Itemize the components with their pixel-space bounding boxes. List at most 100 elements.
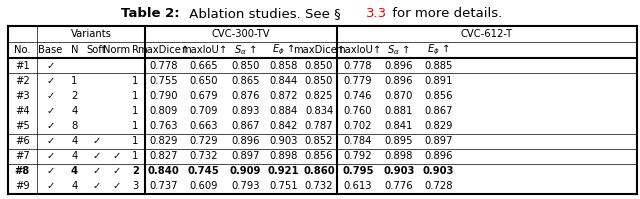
Text: 0.834: 0.834 <box>305 106 333 116</box>
Text: 1: 1 <box>132 91 138 101</box>
Text: 0.903: 0.903 <box>269 136 298 146</box>
Text: 0.865: 0.865 <box>231 76 260 86</box>
Text: 4: 4 <box>72 136 77 146</box>
Text: ✓: ✓ <box>46 121 55 131</box>
Text: 0.776: 0.776 <box>385 181 413 191</box>
Text: Norm: Norm <box>103 45 131 55</box>
Text: ✓: ✓ <box>92 151 100 161</box>
Text: Base: Base <box>38 45 63 55</box>
Text: 0.784: 0.784 <box>344 136 372 146</box>
Text: 0.665: 0.665 <box>189 60 218 71</box>
Text: 1: 1 <box>132 151 138 161</box>
Text: 0.896: 0.896 <box>424 151 452 161</box>
Text: maxDice↑: maxDice↑ <box>293 45 345 55</box>
Text: maxIoU↑: maxIoU↑ <box>335 45 381 55</box>
Text: 0.840: 0.840 <box>148 166 179 176</box>
Text: $E_{\phi}$ ↑: $E_{\phi}$ ↑ <box>427 43 450 57</box>
Text: 0.778: 0.778 <box>149 60 178 71</box>
Text: #6: #6 <box>15 136 30 146</box>
Text: #7: #7 <box>15 151 30 161</box>
Text: 0.885: 0.885 <box>424 60 452 71</box>
Text: ✓: ✓ <box>92 166 100 176</box>
Text: 3: 3 <box>132 181 138 191</box>
Text: ✓: ✓ <box>46 60 55 71</box>
Text: 0.609: 0.609 <box>189 181 218 191</box>
Text: Ablation studies. See §: Ablation studies. See § <box>185 7 345 20</box>
Text: 0.895: 0.895 <box>385 136 413 146</box>
Text: 0.858: 0.858 <box>269 60 298 71</box>
Text: 1: 1 <box>72 76 77 86</box>
Text: ✓: ✓ <box>46 151 55 161</box>
Text: 0.896: 0.896 <box>385 76 413 86</box>
Text: $S_{\alpha}$ ↑: $S_{\alpha}$ ↑ <box>387 43 410 57</box>
Text: 0.790: 0.790 <box>149 91 178 101</box>
Text: 0.751: 0.751 <box>269 181 298 191</box>
Text: 0.850: 0.850 <box>305 60 333 71</box>
Text: 0.872: 0.872 <box>269 91 298 101</box>
Text: 1: 1 <box>132 121 138 131</box>
Text: N: N <box>71 45 78 55</box>
Text: #5: #5 <box>15 121 30 131</box>
Text: $E_{\phi}$ ↑: $E_{\phi}$ ↑ <box>272 43 294 57</box>
Text: 0.829: 0.829 <box>424 121 452 131</box>
Text: Table 2:: Table 2: <box>122 7 180 20</box>
Text: 0.755: 0.755 <box>149 76 178 86</box>
Text: 4: 4 <box>71 166 78 176</box>
Text: 0.850: 0.850 <box>305 76 333 86</box>
Text: 1: 1 <box>132 76 138 86</box>
Text: ✓: ✓ <box>92 136 100 146</box>
Text: 0.896: 0.896 <box>385 60 413 71</box>
Text: 0.613: 0.613 <box>344 181 372 191</box>
Text: 0.760: 0.760 <box>344 106 372 116</box>
Text: 0.827: 0.827 <box>149 151 178 161</box>
Text: #3: #3 <box>15 91 29 101</box>
Text: 0.792: 0.792 <box>344 151 372 161</box>
Text: for more details.: for more details. <box>388 7 502 20</box>
Text: ✓: ✓ <box>46 181 55 191</box>
Text: 0.898: 0.898 <box>269 151 298 161</box>
Text: 0.763: 0.763 <box>149 121 178 131</box>
Text: 0.860: 0.860 <box>303 166 335 176</box>
Text: 0.891: 0.891 <box>424 76 452 86</box>
Text: 2: 2 <box>72 91 77 101</box>
Text: 0.842: 0.842 <box>269 121 298 131</box>
Text: 0.778: 0.778 <box>344 60 372 71</box>
Text: #2: #2 <box>15 76 30 86</box>
Text: 0.809: 0.809 <box>149 106 178 116</box>
Text: #1: #1 <box>15 60 30 71</box>
Text: Soft: Soft <box>86 45 106 55</box>
Text: 0.852: 0.852 <box>305 136 333 146</box>
Text: 0.876: 0.876 <box>231 91 260 101</box>
Text: 0.650: 0.650 <box>189 76 218 86</box>
Text: CVC-612-T: CVC-612-T <box>461 29 513 39</box>
Text: 2: 2 <box>132 166 139 176</box>
Text: 0.844: 0.844 <box>269 76 298 86</box>
Text: 1: 1 <box>132 106 138 116</box>
Text: 0.737: 0.737 <box>149 181 178 191</box>
Text: 0.881: 0.881 <box>385 106 413 116</box>
Text: ✓: ✓ <box>113 166 121 176</box>
Text: 0.856: 0.856 <box>424 91 452 101</box>
Text: maxDice↑: maxDice↑ <box>138 45 189 55</box>
Text: 0.850: 0.850 <box>231 60 260 71</box>
Text: #4: #4 <box>15 106 29 116</box>
Text: No.: No. <box>14 45 31 55</box>
Text: 0.746: 0.746 <box>344 91 372 101</box>
Text: ✓: ✓ <box>46 91 55 101</box>
Text: Variants: Variants <box>70 29 111 39</box>
Text: 0.893: 0.893 <box>231 106 260 116</box>
Text: 0.787: 0.787 <box>305 121 333 131</box>
Text: 4: 4 <box>72 181 77 191</box>
Text: ✓: ✓ <box>46 76 55 86</box>
Text: 0.702: 0.702 <box>344 121 372 131</box>
Text: R: R <box>132 45 139 55</box>
Text: 0.870: 0.870 <box>385 91 413 101</box>
Text: 0.729: 0.729 <box>189 136 218 146</box>
Text: 4: 4 <box>72 151 77 161</box>
Text: 3.3: 3.3 <box>366 7 387 20</box>
Text: ✓: ✓ <box>46 136 55 146</box>
Text: 0.867: 0.867 <box>231 121 260 131</box>
Text: 0.679: 0.679 <box>189 91 218 101</box>
Text: 0.795: 0.795 <box>342 166 374 176</box>
Text: ✓: ✓ <box>92 181 100 191</box>
